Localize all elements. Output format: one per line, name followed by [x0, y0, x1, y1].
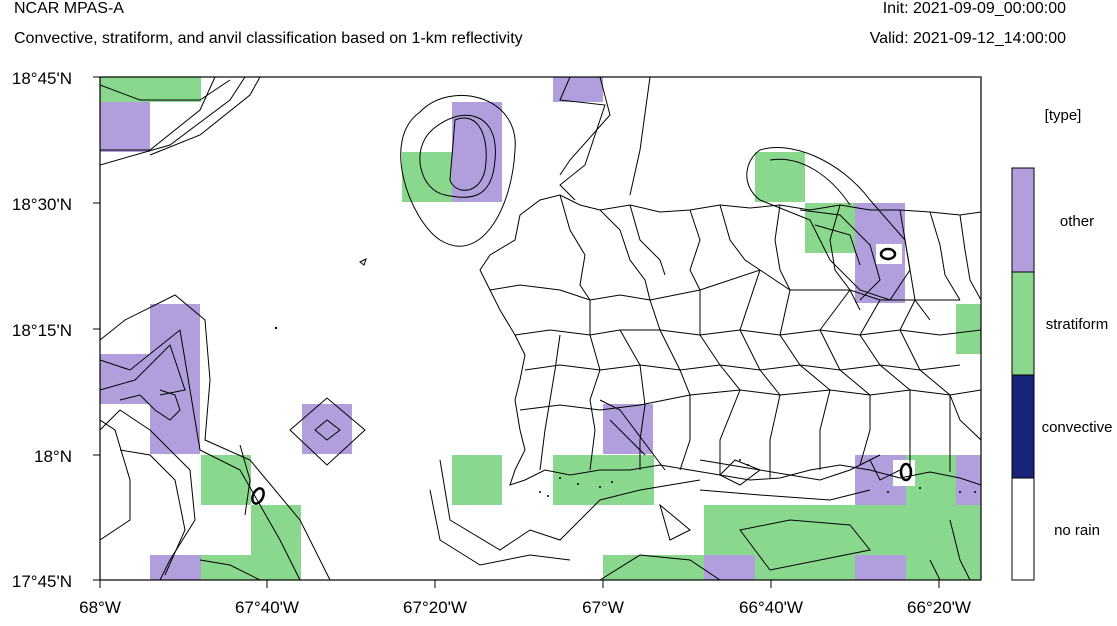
- lon-tick-label: 68°W: [79, 598, 121, 617]
- lat-tick-label: 18°N: [34, 447, 72, 466]
- cell-stratiform: [452, 455, 502, 505]
- cell-stratiform: [906, 555, 981, 580]
- valid-time: Valid: 2021-09-12_14:00:00: [869, 30, 1066, 47]
- cell-stratiform: [603, 555, 704, 580]
- cell-stratiform: [100, 77, 201, 102]
- lon-tick-label: 67°W: [582, 598, 624, 617]
- lon-tick-label: 66°40'W: [739, 598, 803, 617]
- cell-other: [100, 102, 150, 152]
- cell-other: [150, 555, 201, 580]
- legend-swatch-stratiform: [1012, 272, 1034, 375]
- lat-tick-label: 18°15'N: [12, 321, 72, 340]
- init-time: Init: 2021-09-09_00:00:00: [882, 0, 1066, 17]
- legend-label-other: other: [1060, 213, 1094, 230]
- lat-tick-label: 17°45'N: [12, 572, 72, 591]
- cell-stratiform: [956, 304, 981, 354]
- legend-title: [type]: [1045, 107, 1082, 124]
- cell-other: [704, 555, 755, 580]
- lat-tick-label: 18°45'N: [12, 69, 72, 88]
- legend: [type] other stratiform convective no ra…: [1011, 107, 1113, 581]
- plot-description: Convective, stratiform, and anvil classi…: [14, 30, 523, 47]
- lon-tick-label: 67°40'W: [235, 598, 299, 617]
- political-boundaries: [359, 194, 981, 486]
- cell-stratiform: [704, 505, 981, 555]
- cell-stratiform: [755, 152, 805, 202]
- cell-other: [603, 404, 653, 454]
- cell-stratiform: [553, 455, 654, 505]
- classification-cells: [100, 77, 981, 580]
- convective-contours: [251, 247, 913, 505]
- cell-stratiform: [755, 555, 856, 580]
- legend-label-no-rain: no rain: [1054, 522, 1100, 539]
- lat-tick-label: 18°30'N: [12, 195, 72, 214]
- legend-swatch-no-rain: [1012, 478, 1034, 580]
- legend-label-convective: convective: [1042, 419, 1113, 436]
- legend-swatch-other: [1012, 168, 1034, 272]
- cell-other: [100, 354, 200, 404]
- legend-swatch-convective: [1012, 375, 1034, 478]
- lon-tick-label: 66°20'W: [907, 598, 971, 617]
- axis-ticks: [93, 76, 940, 588]
- cell-stratiform: [251, 505, 301, 580]
- model-title: NCAR MPAS-A: [14, 0, 124, 17]
- cell-other: [150, 304, 200, 354]
- legend-label-stratiform: stratiform: [1046, 316, 1109, 333]
- cell-stratiform: [805, 203, 855, 253]
- cell-stratiform: [402, 152, 452, 202]
- lon-tick-label: 67°20'W: [403, 598, 467, 617]
- cell-other: [855, 555, 906, 580]
- cell-other: [302, 404, 352, 454]
- cell-other: [956, 455, 981, 505]
- cell-stratiform: [201, 555, 251, 580]
